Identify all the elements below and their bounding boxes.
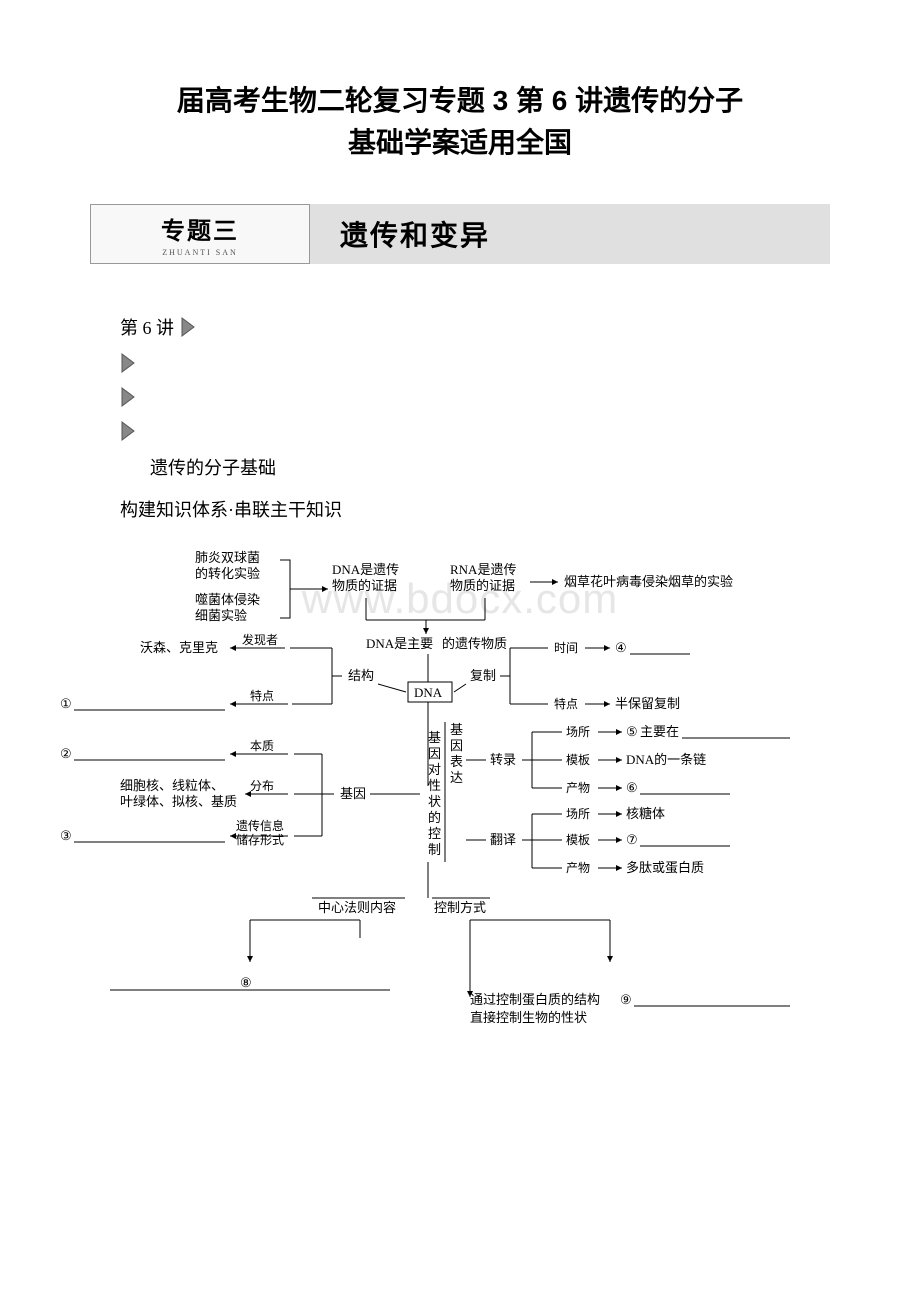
d-pneumo1: 肺炎双球菌 [195,550,260,565]
d-repl: 复制 [470,668,496,683]
main-title-line1: 届高考生物二轮复习专题 3 第 6 讲遗传的分子 [90,80,830,122]
d-dna: DNA [414,685,443,700]
d-dna1: DNA的一条链 [626,752,706,767]
d-gc8: 制 [428,842,441,857]
d-transl: 翻译 [490,832,516,847]
d-gc1: 基 [428,730,441,745]
d-gc2: 因 [428,746,441,761]
main-title: 届高考生物二轮复习专题 3 第 6 讲遗传的分子 基础学案适用全国 [90,80,830,164]
d-prod2: 产物 [566,861,590,875]
d-c1: ① [60,696,72,711]
d-via2: 直接控制生物的性状 [470,1010,587,1025]
d-gc4: 性 [428,778,441,793]
d-trans: 转录 [490,752,516,767]
d-disc: 发现者 [242,632,278,647]
d-ginfo: 遗传信息 [236,818,284,833]
d-via1: 通过控制蛋白质的结构 [470,992,600,1007]
concept-diagram: 肺炎双球菌 的转化实验 噬菌体侵染 细菌实验 DNA是遗传 物质的证据 RNA是… [50,542,830,1082]
arrow-icon [120,352,830,374]
d-tmpl2: 模板 [566,833,590,847]
main-title-line2: 基础学案适用全国 [90,122,830,164]
d-c9: ⑨ [620,992,632,1007]
subtitle-2: 构建知识体系·串联主干知识 [120,496,830,522]
d-dnaev2: 物质的证据 [332,578,397,593]
d-c8: ⑧ [240,975,252,990]
d-tmpl: 模板 [566,753,590,767]
lecture-label: 第 6 讲 [120,314,830,340]
arrow-icon [120,386,830,408]
d-feat2: 特点 [554,696,578,711]
banner-left-text: 专题三 [161,211,239,246]
lecture-text: 第 6 讲 [120,314,174,340]
d-mainly: 主要在 [640,724,679,739]
banner: 专题三 ZHUANTI SAN 遗传和变异 [90,204,830,264]
d-prod: 产物 [566,781,590,795]
d-c4: ④ [615,640,627,655]
subtitle-1: 遗传的分子基础 [150,454,830,480]
arrow-icon [120,420,830,442]
d-time: 时间 [554,641,578,655]
d-phage2: 细菌实验 [195,608,247,623]
d-ge1: 基 [450,722,463,737]
d-semi: 半保留复制 [615,696,680,711]
d-c7: ⑦ [626,832,638,847]
banner-right: 遗传和变异 [310,204,830,264]
d-ess: 本质 [250,739,274,753]
d-central: 中心法则内容 [318,900,396,915]
d-gc7: 控 [428,826,441,841]
d-struct: 结构 [348,668,374,683]
d-gene: 基因 [340,786,366,801]
d-ge3: 表 [450,754,463,769]
d-c3: ③ [60,828,72,843]
d-dnamain2: 的遗传物质 [442,636,507,651]
d-gc6: 的 [428,810,441,825]
d-rnaev2: 物质的证据 [450,578,515,593]
d-tobacco: 烟草花叶病毒侵染烟草的实验 [564,574,733,589]
d-org1: 细胞核、线粒体、 [120,778,224,793]
d-ge2: 因 [450,738,463,753]
d-rnaev1: RNA是遗传 [450,562,516,577]
d-phage1: 噬菌体侵染 [195,592,260,607]
d-c5: ⑤ [626,724,638,739]
d-feat: 特点 [250,688,274,703]
d-place2: 场所 [566,807,590,821]
d-c2: ② [60,746,72,761]
d-pneumo2: 的转化实验 [195,566,260,581]
d-org2: 叶绿体、拟核、基质 [120,794,237,809]
d-dnaev1: DNA是遗传 [332,562,399,577]
d-gc3: 对 [428,762,441,777]
banner-left: 专题三 ZHUANTI SAN [90,204,310,264]
d-watson: 沃森、克里克 [140,640,218,655]
d-dnamain: DNA是主要 [366,636,433,651]
d-ribo: 核糖体 [626,806,665,821]
d-dist: 分布 [250,779,274,793]
d-gc5: 状 [428,794,441,809]
banner-left-pinyin: ZHUANTI SAN [162,248,238,257]
d-ge4: 达 [450,770,463,785]
d-store: 储存形式 [236,832,284,847]
arrow-icon [180,316,198,338]
d-poly: 多肽或蛋白质 [626,860,704,875]
d-place: 场所 [566,725,590,739]
d-cmode: 控制方式 [434,900,486,915]
d-c6: ⑥ [626,780,638,795]
